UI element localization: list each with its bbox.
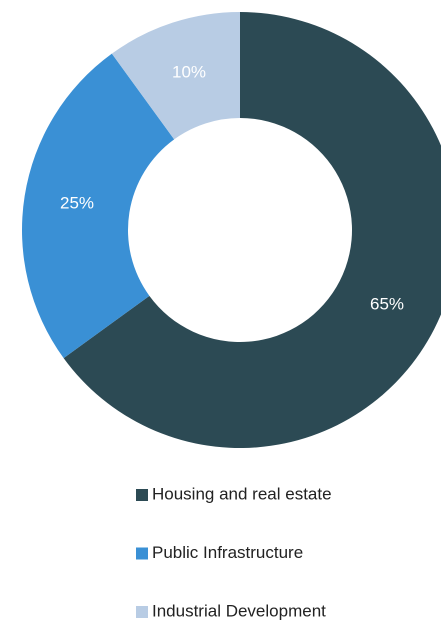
legend-label: Industrial Development <box>152 601 326 620</box>
legend-swatch <box>136 489 148 501</box>
legend-swatch <box>136 547 148 560</box>
data-label: 25% <box>60 194 94 213</box>
data-label: 10% <box>172 63 206 82</box>
data-label: 65% <box>370 294 404 313</box>
donut-slice <box>111 12 240 140</box>
legend-label: Public Infrastructure <box>152 543 303 562</box>
legend-label: Housing and real estate <box>152 484 332 503</box>
donut-slice <box>22 53 175 359</box>
legend-swatch <box>136 606 148 618</box>
donut-slice <box>63 12 441 448</box>
